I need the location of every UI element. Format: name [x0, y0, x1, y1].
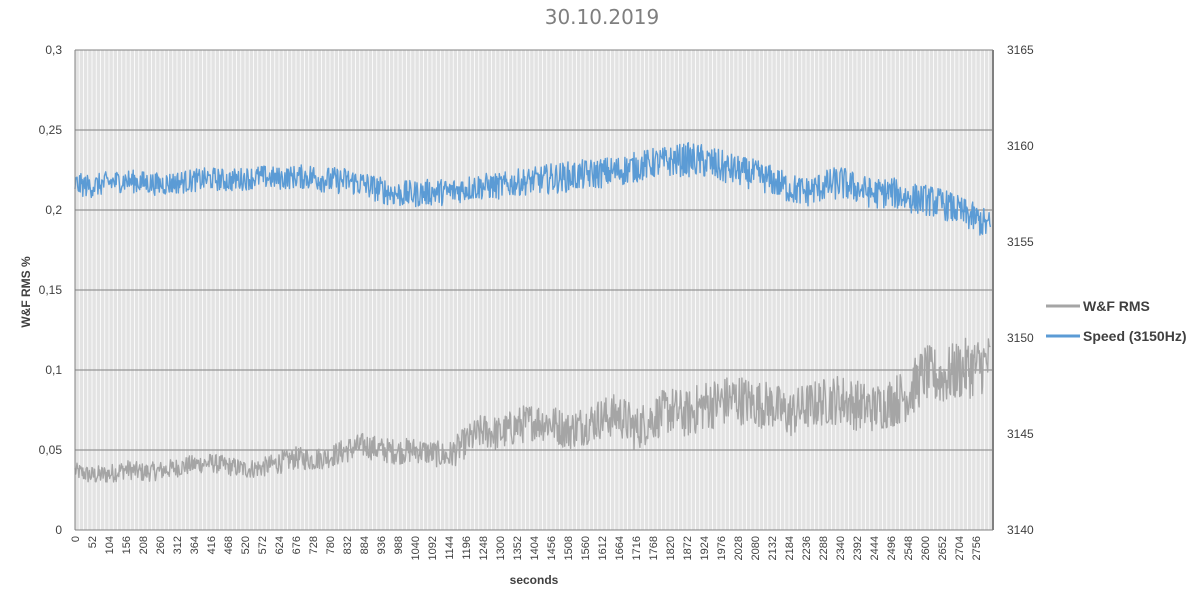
x-tick-label: 1820: [665, 536, 677, 560]
x-tick-label: 0: [70, 536, 82, 542]
y-tick-label: 0,2: [45, 203, 62, 217]
y2-tick-label: 3160: [1007, 139, 1034, 153]
x-tick-label: 780: [325, 536, 337, 554]
x-tick-label: 2600: [920, 536, 932, 560]
x-tick-label: 2756: [971, 536, 983, 560]
y-tick-label: 0,3: [45, 43, 62, 57]
x-tick-label: 2444: [869, 536, 881, 560]
y-tick-label: 0: [55, 523, 62, 537]
y-tick-label: 0,15: [39, 283, 63, 297]
x-tick-label: 1352: [512, 536, 524, 560]
x-tick-label: 1404: [529, 536, 541, 560]
series-layer: [74, 141, 992, 483]
x-tick-label: 2548: [903, 536, 915, 560]
series-line-0: [74, 337, 991, 483]
x-tick-label: 156: [121, 536, 133, 554]
x-tick-label: 104: [104, 536, 116, 554]
x-tick-label: 2132: [767, 536, 779, 560]
x-tick-label: 2080: [750, 536, 762, 560]
legend-label: W&F RMS: [1083, 298, 1150, 314]
x-tick-label: 312: [172, 536, 184, 554]
x-tick-label: 988: [393, 536, 405, 554]
x-tick-label: 1768: [648, 536, 660, 560]
x-tick-label: 884: [359, 536, 371, 554]
x-tick-label: 2496: [886, 536, 898, 560]
x-tick-label: 2184: [784, 536, 796, 560]
x-tick-label: 1248: [478, 536, 490, 560]
x-tick-label: 208: [138, 536, 150, 554]
legend-label: Speed (3150Hz): [1083, 328, 1186, 344]
x-tick-label: 260: [155, 536, 167, 554]
x-tick-label: 728: [308, 536, 320, 554]
y-axis-label: W&F RMS %: [19, 256, 33, 328]
x-tick-label: 468: [223, 536, 235, 554]
x-tick-label: 2652: [937, 536, 949, 560]
chart-title: 30.10.2019: [545, 5, 660, 29]
x-tick-label: 2340: [835, 536, 847, 560]
x-tick-label: 364: [189, 536, 201, 554]
y2-tick-label: 3140: [1007, 523, 1034, 537]
y-tick-label: 0,1: [45, 363, 62, 377]
y2-tick-label: 3145: [1007, 427, 1034, 441]
x-tick-label: 2392: [852, 536, 864, 560]
x-tick-label: 1300: [495, 536, 507, 560]
y-tick-label: 0,05: [39, 443, 63, 457]
x-tick-label: 1872: [682, 536, 694, 560]
x-tick-label: 1612: [597, 536, 609, 560]
x-tick-label: 1976: [716, 536, 728, 560]
legend: W&F RMS Speed (3150Hz): [1046, 298, 1186, 344]
x-tick-label: 1508: [563, 536, 575, 560]
x-tick-label: 572: [257, 536, 269, 554]
x-tick-label: 520: [240, 536, 252, 554]
x-tick-label: 52: [87, 536, 99, 548]
x-tick-label: 1456: [546, 536, 558, 560]
x-tick-label: 832: [342, 536, 354, 554]
x-tick-label: 1144: [444, 536, 456, 560]
x-tick-label: 676: [291, 536, 303, 554]
x-tick-label: 1664: [614, 536, 626, 560]
x-tick-label: 416: [206, 536, 218, 554]
x-tick-label: 1716: [631, 536, 643, 560]
y-tick-label: 0,25: [39, 123, 63, 137]
x-tick-label: 2236: [801, 536, 813, 560]
y2-axis-ticks: 3140 3145 3150 3155 3160 3165: [1007, 43, 1034, 537]
x-tick-label: 2288: [818, 536, 830, 560]
axes: [74, 50, 994, 531]
x-tick-label: 1092: [427, 536, 439, 560]
series-line-1: [74, 141, 992, 236]
x-tick-label: 624: [274, 536, 286, 554]
x-tick-label: 2028: [733, 536, 745, 560]
y-axis-ticks: 0 0,05 0,1 0,15 0,2 0,25 0,3: [39, 43, 63, 537]
y2-tick-label: 3165: [1007, 43, 1034, 57]
x-tick-label: 1196: [461, 536, 473, 560]
x-tick-label: 1924: [699, 536, 711, 560]
x-tick-label: 936: [376, 536, 388, 554]
x-axis-ticks: 0 52 104 156 208 260 312 364 416 468 520 572 624 676 7…: [70, 536, 983, 560]
x-axis-label: seconds: [510, 573, 559, 587]
x-tick-label: 2704: [954, 536, 966, 560]
x-tick-label: 1560: [580, 536, 592, 560]
y2-tick-label: 3155: [1007, 235, 1034, 249]
x-tick-label: 1040: [410, 536, 422, 560]
y2-tick-label: 3150: [1007, 331, 1034, 345]
